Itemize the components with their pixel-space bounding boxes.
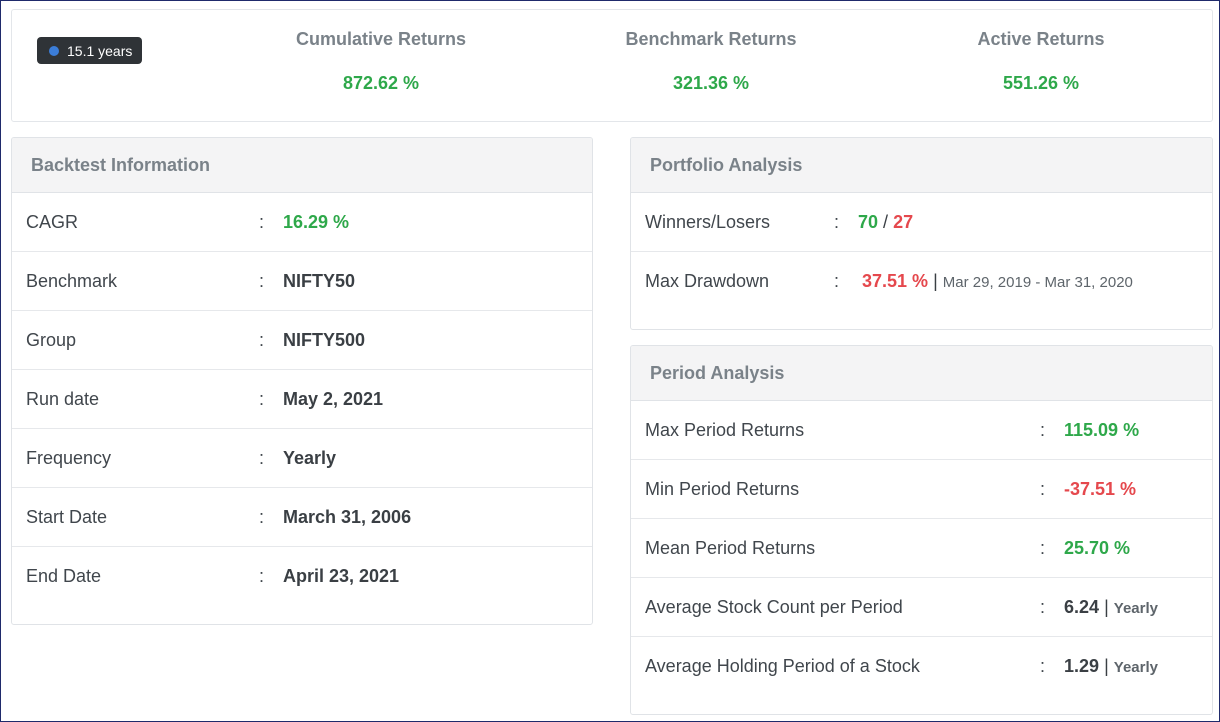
winners-losers-value: 70 / 27 — [858, 212, 913, 233]
avg-holding-period-group: 1.29 | Yearly — [1064, 656, 1158, 677]
max-drawdown-label: Max Drawdown — [645, 271, 770, 291]
dot-icon — [49, 45, 59, 56]
min-period-returns-value: -37.51 % — [1064, 478, 1137, 499]
frequency-value: Yearly — [283, 447, 337, 468]
group-value: NIFTY500 — [283, 329, 366, 350]
mean-period-returns-value: 25.70 % — [1064, 537, 1131, 558]
benchmark-value: NIFTY50 — [283, 270, 356, 291]
table-row: Max Drawdown : 37.51 % | Mar 29, 2019 - … — [631, 252, 1212, 311]
row-key: Mean Period Returns — [645, 537, 816, 558]
table-row: Winners/Losers : 70 / 27 — [631, 193, 1212, 252]
backtest-information-card: Backtest Information CAGR : 16.29 % Benc… — [11, 137, 593, 625]
table-row: Mean Period Returns : 25.70 % — [631, 519, 1212, 578]
table-row: Group : NIFTY500 — [12, 311, 592, 370]
table-row: Run date : May 2, 2021 — [12, 370, 592, 429]
row-colon: : — [259, 447, 265, 468]
row-key: Group — [26, 329, 77, 350]
portfolio-analysis-title: Portfolio Analysis — [631, 138, 1212, 193]
drawdown-separator: | — [933, 271, 938, 291]
avg-stock-count-value: 6.24 — [1064, 596, 1100, 617]
start-date-value: March 31, 2006 — [283, 506, 412, 527]
row-key: Start Date — [26, 506, 108, 527]
cagr-value: 16.29 % — [283, 211, 350, 232]
avg-holding-period-value: 1.29 — [1064, 656, 1100, 676]
benchmark-returns-label: Benchmark Returns — [625, 29, 797, 49]
row-colon: : — [834, 271, 840, 291]
unit-separator: | — [1104, 656, 1109, 676]
cumulative-returns-stat: Cumulative Returns 872.62 % — [231, 28, 531, 94]
row-colon: : — [259, 329, 265, 350]
benchmark-returns-stat: Benchmark Returns 321.36 % — [561, 28, 861, 94]
avg-stock-count-unit: Yearly — [1113, 599, 1158, 617]
row-colon: : — [834, 211, 840, 232]
cumulative-returns-label: Cumulative Returns — [295, 29, 467, 49]
row-colon: : — [1040, 656, 1046, 676]
max-period-returns-value: 115.09 % — [1064, 419, 1140, 440]
row-colon: : — [259, 566, 265, 586]
table-row: Average Holding Period of a Stock : 1.29… — [631, 637, 1212, 696]
row-colon: : — [1040, 596, 1046, 617]
row-colon: : — [1040, 419, 1046, 440]
duration-badge: 15.1 years — [37, 37, 143, 64]
row-key: Run date — [26, 388, 100, 409]
row-colon: : — [1040, 478, 1046, 499]
cumulative-returns-value: 872.62 % — [342, 73, 420, 93]
row-key: Benchmark — [26, 270, 118, 291]
active-returns-stat: Active Returns 551.26 % — [891, 28, 1191, 94]
active-returns-label: Active Returns — [977, 29, 1105, 49]
winners-losers-separator: / — [883, 211, 889, 232]
period-analysis-title: Period Analysis — [631, 346, 1212, 401]
row-key: Average Holding Period of a Stock — [645, 656, 920, 676]
period-analysis-card: Period Analysis Max Period Returns : 115… — [630, 345, 1213, 715]
table-row: Benchmark : NIFTY50 — [12, 252, 592, 311]
portfolio-analysis-card: Portfolio Analysis Winners/Losers : 70 /… — [630, 137, 1213, 330]
row-colon: : — [259, 211, 265, 232]
benchmark-returns-value: 321.36 % — [672, 73, 750, 93]
row-key: Frequency — [26, 447, 112, 468]
drawdown-date-range: Mar 29, 2019 - Mar 31, 2020 — [942, 274, 1133, 291]
row-colon: : — [259, 270, 265, 291]
max-drawdown-value-group: 37.51 % | Mar 29, 2019 - Mar 31, 2020 — [862, 271, 1133, 292]
losers-count: 27 — [893, 211, 914, 232]
backtest-information-title: Backtest Information — [12, 138, 592, 193]
table-row: Frequency : Yearly — [12, 429, 592, 488]
duration-label: 15.1 years — [67, 42, 133, 59]
active-returns-value: 551.26 % — [1002, 73, 1080, 93]
row-colon: : — [259, 388, 265, 409]
table-row: Max Period Returns : 115.09 % — [631, 401, 1212, 460]
end-date-value: April 23, 2021 — [283, 566, 400, 586]
table-row: Min Period Returns : -37.51 % — [631, 460, 1212, 519]
row-key: Max Period Returns — [645, 419, 805, 440]
winners-count: 70 — [858, 211, 879, 232]
table-row: CAGR : 16.29 % — [12, 193, 592, 252]
max-drawdown-value: 37.51 % — [862, 271, 929, 291]
row-key: Min Period Returns — [645, 478, 800, 499]
avg-stock-count-group: 6.24 | Yearly — [1064, 597, 1158, 618]
unit-separator: | — [1104, 596, 1109, 617]
avg-holding-period-unit: Yearly — [1113, 659, 1158, 676]
row-key: CAGR — [26, 211, 79, 232]
winners-losers-label: Winners/Losers — [645, 211, 771, 232]
row-colon: : — [259, 506, 265, 527]
table-row: Average Stock Count per Period : 6.24 | … — [631, 578, 1212, 637]
row-key: Average Stock Count per Period — [645, 596, 903, 617]
table-row: End Date : April 23, 2021 — [12, 547, 592, 606]
returns-summary: 15.1 years Cumulative Returns 872.62 % B… — [11, 9, 1213, 122]
row-colon: : — [1040, 537, 1046, 558]
row-key: End Date — [26, 566, 102, 586]
run-date-value: May 2, 2021 — [283, 388, 384, 409]
table-row: Start Date : March 31, 2006 — [12, 488, 592, 547]
